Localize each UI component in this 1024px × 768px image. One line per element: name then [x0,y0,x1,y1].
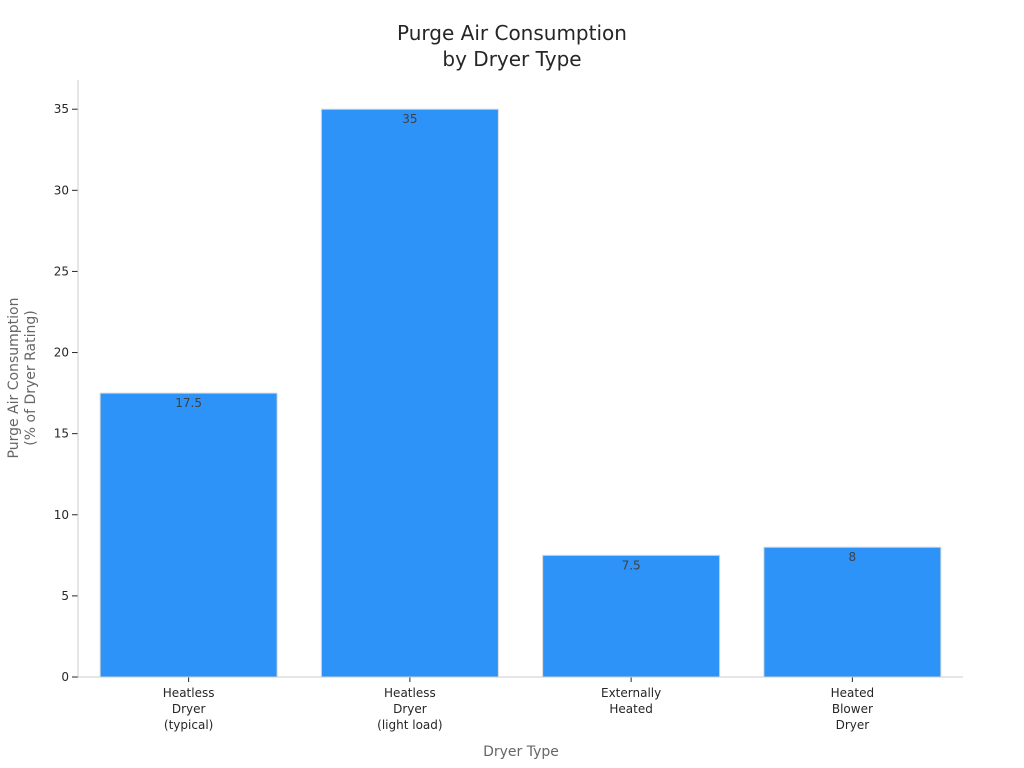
x-category-label-line: Blower [832,702,873,716]
bar [542,554,721,678]
bar-value-label: 17.5 [175,396,202,410]
x-category-label-line: Heatless [384,686,436,700]
chart-title-line-1: Purge Air Consumption [397,21,627,45]
x-axis-ticks: Heatless Dryer (typical) Heatless Dryer (ligh… [163,677,874,732]
x-category-label-line: Dryer [836,718,870,732]
y-axis-label-line-2: (% of Dryer Rating) [23,310,39,445]
bar [99,392,278,678]
x-category-label-line: Heated [609,702,652,716]
x-category-label-line: (typical) [164,718,213,732]
x-category-label: Heatless Dryer (typical) [163,686,215,732]
bar [320,108,499,678]
y-tick-label: 15 [54,427,69,441]
x-category-label-line: Heated [831,686,874,700]
y-tick-label: 30 [54,183,69,197]
bars-group [99,108,942,678]
bar [763,546,942,678]
chart-title-line-2: by Dryer Type [442,47,581,71]
y-tick-label: 20 [54,346,69,360]
y-tick-label: 35 [54,102,69,116]
bar-value-label: 7.5 [622,558,641,572]
value-labels-group: 17.5 35 7.5 8 [175,112,856,572]
y-axis-ticks: 0 5 10 15 20 25 30 35 [54,102,78,684]
x-axis-label: Dryer Type [483,744,559,760]
x-category-label-line: Dryer [172,702,206,716]
bar-value-label: 35 [402,112,417,126]
bar-value-label: 8 [849,550,857,564]
x-category-label: Heated Blower Dryer [831,686,874,732]
y-tick-label: 0 [61,670,69,684]
y-tick-label: 5 [61,589,69,603]
x-category-label: Externally Heated [601,686,661,716]
y-axis-label: Purge Air Consumption (% of Dryer Rating… [6,298,39,459]
x-category-label-line: Dryer [393,702,427,716]
y-tick-label: 25 [54,264,69,278]
chart-title: Purge Air Consumption by Dryer Type [397,21,627,71]
y-axis-label-line-1: Purge Air Consumption [6,298,22,459]
x-category-label: Heatless Dryer (light load) [377,686,442,732]
x-category-label-line: Externally [601,686,661,700]
y-tick-label: 10 [54,508,69,522]
x-category-label-line: Heatless [163,686,215,700]
x-category-label-line: (light load) [377,718,442,732]
